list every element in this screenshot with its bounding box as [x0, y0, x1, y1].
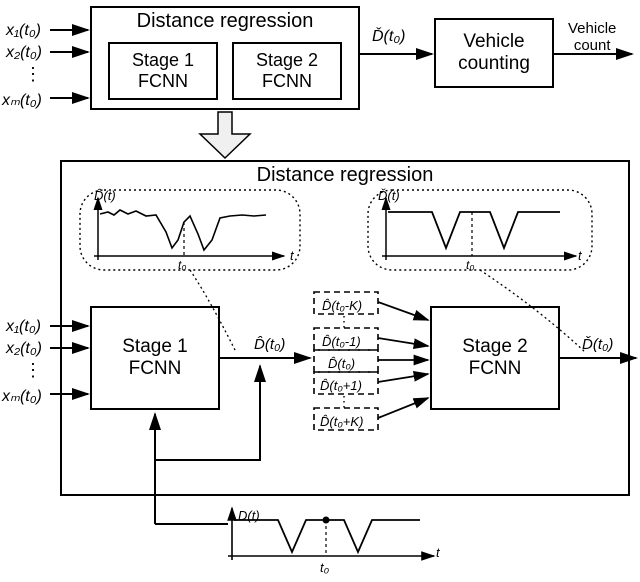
input-x2-top: x₂(t₀) [6, 44, 42, 62]
input-x1-top: x₁(t₀) [6, 22, 41, 40]
top-stage2-label: Stage 2 FCNN [256, 50, 318, 92]
input-dots-bottom: ⋮ [24, 360, 42, 381]
plot-bottom-t0: t₀ [320, 560, 329, 575]
top-distance-regression-title: Distance regression [92, 10, 358, 33]
d-check-out: Ď(t₀) [582, 336, 613, 353]
bottom-stage1-box: Stage 1 FCNN [90, 306, 220, 410]
top-stage1-box: Stage 1 FCNN [108, 42, 218, 100]
top-stage1-label: Stage 1 FCNN [132, 50, 194, 92]
bottom-stage1-label: Stage 1 FCNN [122, 336, 188, 380]
plot-right-x: t [578, 248, 582, 263]
vehicle-count-out: Vehicle count [568, 20, 616, 54]
vehicle-counting-label: Vehicle counting [458, 31, 530, 75]
buffer-b: D̂(t₀-1) [322, 334, 361, 349]
plot-left-y: D̂(t) [94, 188, 116, 203]
bottom-distance-regression-title: Distance regression [62, 164, 628, 187]
top-stage2-box: Stage 2 FCNN [232, 42, 342, 100]
input-x2-bottom: x₂(t₀) [6, 340, 42, 358]
buffer-d: D̂(t₀+1) [320, 378, 362, 393]
plot-right-t0: t₀ [466, 258, 474, 272]
input-x1-bottom: x₁(t₀) [6, 318, 41, 336]
d-hat-mid: D̂(t₀) [254, 336, 285, 353]
input-xm-top: xₘ(t₀) [2, 90, 42, 110]
plot-bottom-x: t [436, 545, 440, 560]
vehicle-counting-box: Vehicle counting [434, 18, 554, 88]
plot-bottom-y: D(t) [238, 508, 260, 523]
buffer-e: D̂(t₀+K) [320, 414, 363, 429]
plot-left-t0: t₀ [178, 258, 186, 272]
d-check-top: Ď(t₀) [372, 28, 405, 46]
input-xm-bottom: xₘ(t₀) [2, 386, 42, 406]
plot-left-x: t [290, 248, 294, 263]
input-dots-top: ⋮ [24, 64, 42, 85]
buffer-c: D̂(t₀) [328, 356, 355, 371]
bottom-stage2-box: Stage 2 FCNN [430, 306, 560, 410]
buffer-a: D̂(t₀-K) [322, 298, 362, 313]
plot-right-y: Ď(t) [378, 188, 400, 203]
bottom-stage2-label: Stage 2 FCNN [462, 336, 528, 380]
